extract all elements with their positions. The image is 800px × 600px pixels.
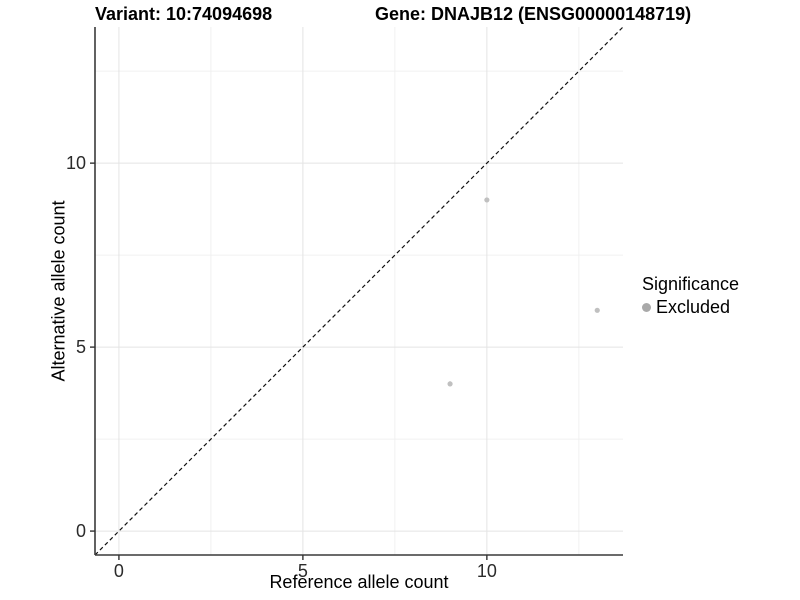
- identity-line: [94, 26, 624, 556]
- legend-entry: Excluded: [642, 297, 739, 318]
- data-point: [484, 197, 490, 203]
- y-tick-label: 5: [76, 337, 86, 357]
- legend-entry-label: Excluded: [656, 297, 731, 317]
- data-point: [594, 307, 600, 313]
- x-tick-label: 10: [477, 561, 497, 581]
- plot-title-gene: Gene: DNAJB12 (ENSG00000148719): [375, 4, 692, 24]
- legend-title: Significance: [642, 274, 740, 294]
- legend: Significance Excluded: [642, 274, 739, 318]
- legend-key-dot-icon: [642, 303, 651, 312]
- x-tick-label: 0: [114, 561, 124, 581]
- data-point: [447, 381, 453, 387]
- x-axis-label: Reference allele count: [269, 572, 449, 592]
- y-tick-label: 10: [66, 153, 86, 173]
- y-axis-label: Alternative allele count: [48, 200, 69, 382]
- plot-title-variant: Variant: 10:74094698: [95, 4, 273, 24]
- x-tick-label: 5: [298, 561, 308, 581]
- y-tick-label: 0: [76, 521, 86, 541]
